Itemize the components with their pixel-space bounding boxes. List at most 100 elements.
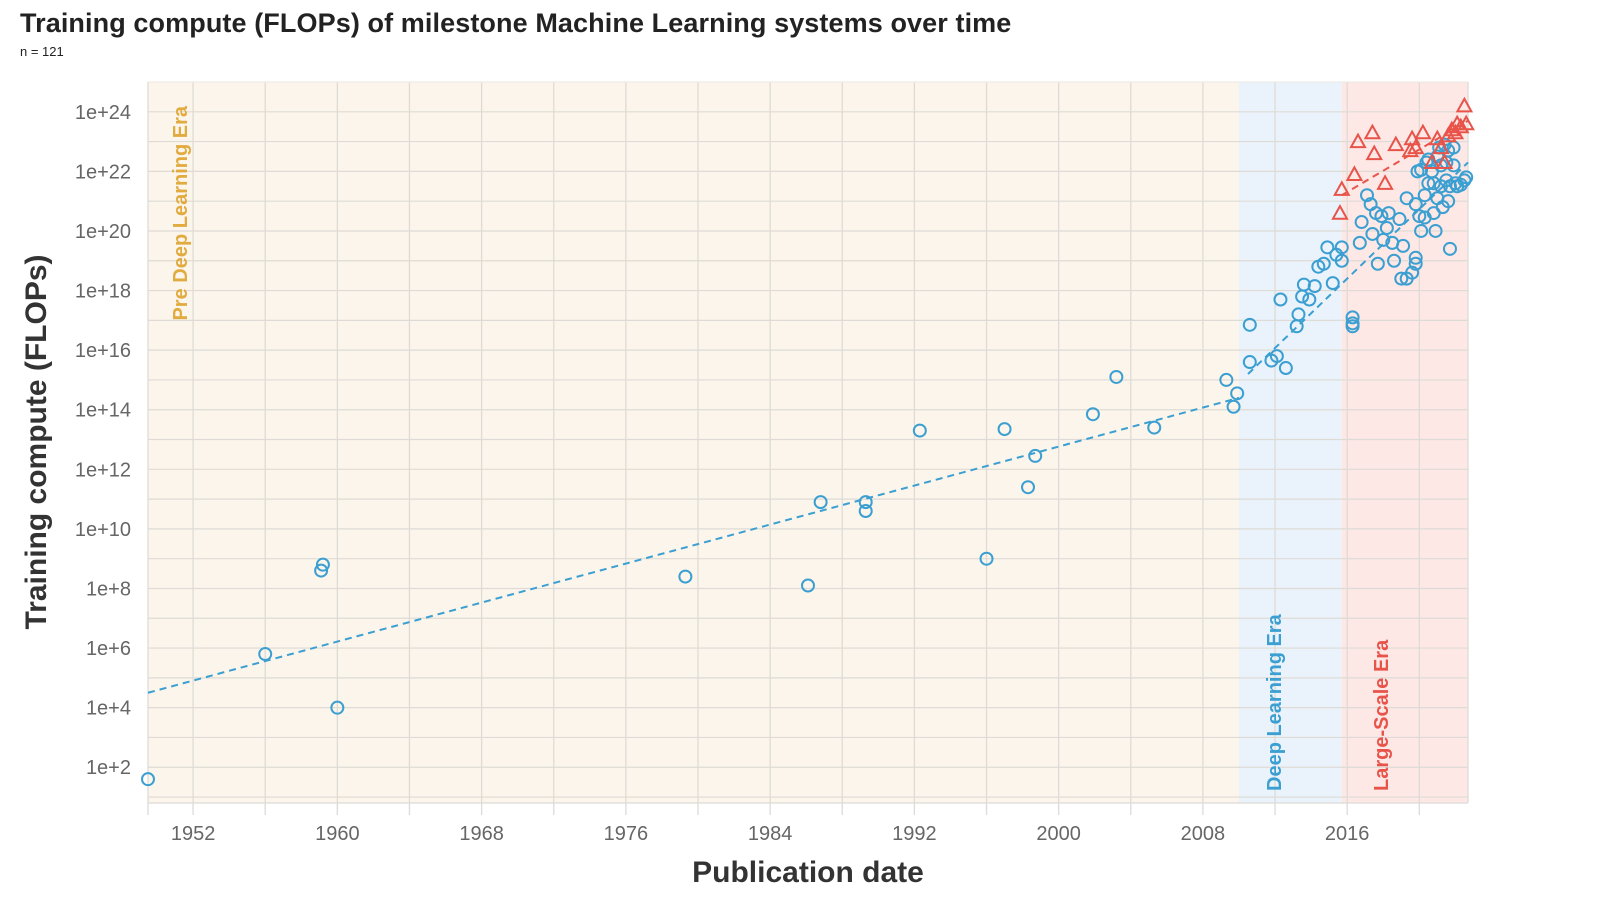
data-point-triangle bbox=[1452, 117, 1470, 134]
y-tick-label: 1e+24 bbox=[75, 102, 131, 124]
data-point-circle bbox=[315, 557, 330, 572]
data-point-triangle bbox=[1365, 144, 1383, 161]
chart-title: Training compute (FLOPs) of milestone Ma… bbox=[20, 8, 1012, 38]
y-tick-label: 1e+14 bbox=[75, 400, 131, 422]
x-tick-label: 2000 bbox=[1036, 823, 1081, 845]
data-point-triangle bbox=[1435, 153, 1454, 170]
era-labels: Pre Deep Learning Era Deep Learning Era La… bbox=[170, 105, 1393, 791]
y-tick-label: 1e+4 bbox=[86, 698, 131, 720]
data-point-triangle bbox=[1333, 180, 1351, 196]
y-tick-label: 1e+22 bbox=[75, 161, 131, 183]
data-point-circle bbox=[1381, 206, 1396, 221]
data-point-circle bbox=[1226, 399, 1241, 414]
x-tick-label: 2016 bbox=[1325, 823, 1370, 845]
x-tick-label: 1992 bbox=[892, 823, 937, 845]
data-point-circle bbox=[813, 495, 828, 510]
x-axis-title: Publication date bbox=[692, 856, 924, 889]
data-point-triangle bbox=[1387, 135, 1405, 152]
data-point-circle bbox=[997, 422, 1012, 437]
data-point-circle bbox=[314, 563, 329, 578]
data-point-circle bbox=[1408, 250, 1423, 265]
data-point-circle bbox=[1109, 369, 1124, 384]
data-point-circle bbox=[1441, 194, 1456, 209]
data-point-circle bbox=[1021, 480, 1035, 495]
data-point-circle bbox=[1394, 271, 1409, 286]
data-point-triangle bbox=[1376, 174, 1394, 190]
data-point-circle bbox=[1028, 448, 1043, 463]
trend-line bbox=[147, 396, 1240, 694]
era-band bbox=[1341, 82, 1468, 803]
data-point-circle bbox=[1405, 265, 1420, 280]
x-axis-ticks: 1952 1960 1968 1976 1984 1992 2000 2008 2016 bbox=[171, 823, 1370, 845]
data-point-circle bbox=[1320, 240, 1335, 255]
data-point-circle bbox=[1302, 292, 1317, 307]
data-point-circle bbox=[1426, 176, 1441, 191]
grid-lines bbox=[147, 81, 1469, 815]
data-point-circle bbox=[1360, 188, 1375, 203]
data-point-triangle bbox=[1457, 114, 1475, 131]
data-point-circle bbox=[1414, 223, 1429, 238]
data-point-circle bbox=[1334, 240, 1349, 255]
data-point-circle bbox=[858, 504, 873, 519]
data-point-circle bbox=[678, 569, 693, 584]
data-point-triangle bbox=[1423, 153, 1441, 170]
data-point-circle bbox=[1408, 256, 1423, 271]
era-band bbox=[148, 82, 1239, 803]
data-point-circle bbox=[1273, 292, 1288, 307]
data-point-circle bbox=[1396, 238, 1411, 253]
data-point-circle bbox=[1392, 212, 1407, 227]
y-tick-label: 1e+10 bbox=[75, 519, 131, 541]
data-point-circle bbox=[1147, 420, 1162, 435]
data-point-circle bbox=[258, 647, 273, 662]
data-point-circle bbox=[1352, 235, 1367, 250]
y-axis-ticks: 1e+2 1e+4 1e+6 1e+8 1e+10 1e+12 1e+14 1e+16 1e+1… bbox=[75, 102, 131, 779]
data-point-circle bbox=[1446, 158, 1461, 173]
x-tick-label: 1960 bbox=[315, 823, 360, 845]
y-axis-title: Training compute (FLOPs) bbox=[20, 254, 53, 629]
data-point-triangle bbox=[1414, 123, 1432, 140]
data-point-circle bbox=[979, 551, 994, 566]
data-point-circle bbox=[1291, 307, 1306, 322]
data-point-triangle bbox=[1331, 204, 1349, 220]
y-tick-label: 1e+16 bbox=[75, 340, 131, 362]
data-point-circle bbox=[1085, 407, 1100, 422]
era-label-large-scale: Large-Scale Era bbox=[1371, 639, 1393, 791]
y-tick-label: 1e+8 bbox=[86, 578, 131, 600]
data-point-circle bbox=[1230, 386, 1245, 401]
y-tick-label: 1e+12 bbox=[75, 459, 131, 481]
data-point-circle bbox=[1370, 256, 1385, 271]
data-point-triangle bbox=[1432, 138, 1450, 155]
data-point-circle bbox=[1387, 253, 1402, 268]
data-point-triangle bbox=[1349, 132, 1367, 149]
data-point-triangle bbox=[1401, 141, 1419, 158]
data-point-circle bbox=[1219, 372, 1234, 387]
data-point-circle bbox=[1307, 279, 1322, 294]
y-tick-label: 1e+6 bbox=[86, 638, 131, 660]
data-point-circle bbox=[1442, 241, 1457, 256]
era-label-deep-learning: Deep Learning Era bbox=[1264, 613, 1286, 791]
data-point-circle bbox=[1345, 310, 1360, 325]
x-tick-label: 1952 bbox=[171, 823, 216, 845]
data-point-circle bbox=[1325, 276, 1340, 291]
x-tick-label: 2008 bbox=[1181, 823, 1226, 845]
y-tick-label: 1e+20 bbox=[75, 221, 131, 243]
era-band bbox=[1238, 82, 1342, 803]
data-point-circle bbox=[1379, 220, 1394, 235]
data-point-circle bbox=[1412, 209, 1427, 224]
data-point-circle bbox=[1242, 355, 1257, 370]
data-point-circle bbox=[1354, 215, 1369, 230]
data-point-circle bbox=[912, 423, 927, 438]
data-point-circle bbox=[801, 578, 815, 593]
data-point-circle bbox=[1278, 361, 1293, 376]
chart-subtitle: n = 121 bbox=[20, 44, 64, 59]
data-point-circle bbox=[1428, 223, 1443, 238]
data-point-circle bbox=[1459, 170, 1474, 185]
data-point-triangle bbox=[1455, 96, 1474, 113]
data-point-triangle bbox=[1407, 138, 1425, 155]
data-point-circle bbox=[1269, 349, 1284, 364]
data-point-triangle bbox=[1345, 165, 1364, 181]
data-point-triangle bbox=[1363, 123, 1382, 140]
data-point-circle bbox=[1374, 209, 1389, 224]
era-bands bbox=[148, 82, 1468, 803]
